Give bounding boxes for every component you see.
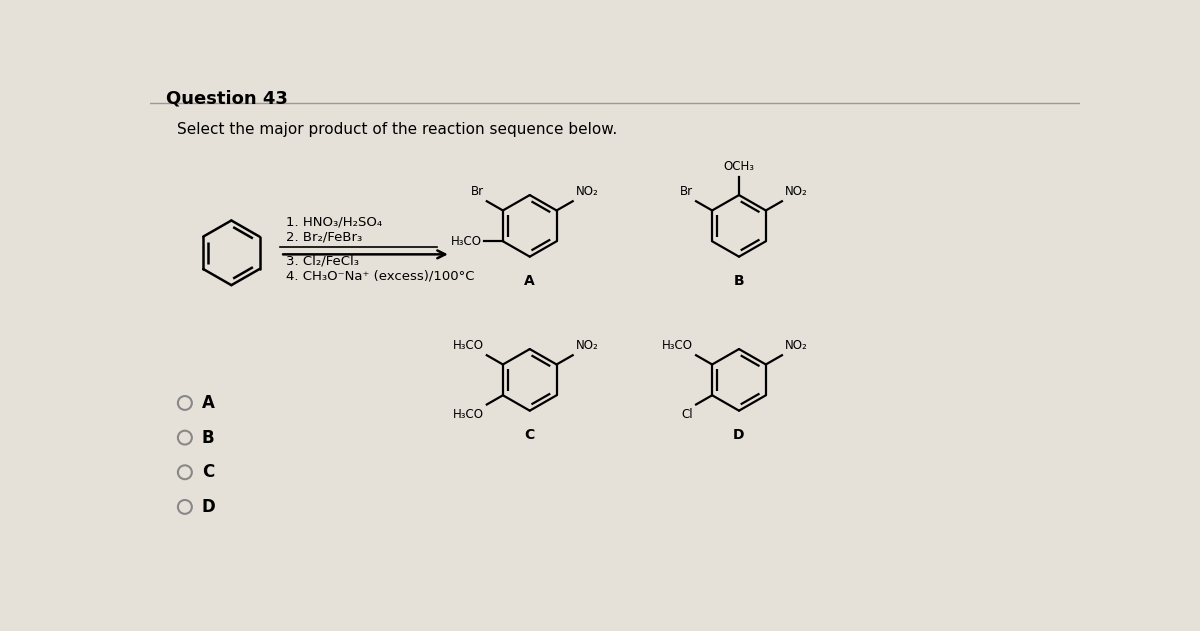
Text: A: A [524,274,535,288]
Text: Select the major product of the reaction sequence below.: Select the major product of the reaction… [178,122,617,137]
Text: Question 43: Question 43 [166,90,287,107]
Text: C: C [202,463,214,481]
Text: 4. CH₃O⁻Na⁺ (excess)/100°C: 4. CH₃O⁻Na⁺ (excess)/100°C [286,269,474,283]
Text: B: B [202,428,215,447]
Text: H₃CO: H₃CO [451,235,482,248]
Text: 2. Br₂/FeBr₃: 2. Br₂/FeBr₃ [286,231,362,244]
Text: D: D [733,428,745,442]
Text: NO₂: NO₂ [576,185,599,198]
Text: A: A [202,394,215,412]
Text: Br: Br [470,185,484,198]
Text: H₃CO: H₃CO [452,339,484,352]
Text: NO₂: NO₂ [576,339,599,352]
Text: OCH₃: OCH₃ [724,160,755,173]
Text: B: B [733,274,744,288]
Text: 1. HNO₃/H₂SO₄: 1. HNO₃/H₂SO₄ [286,216,382,228]
Text: D: D [202,498,216,516]
Text: NO₂: NO₂ [785,185,808,198]
Text: Cl: Cl [682,408,692,421]
Text: C: C [524,428,535,442]
Text: H₃CO: H₃CO [662,339,692,352]
Text: H₃CO: H₃CO [452,408,484,421]
Text: 3. Cl₂/FeCl₃: 3. Cl₂/FeCl₃ [286,254,359,267]
Text: Br: Br [680,185,692,198]
Text: NO₂: NO₂ [785,339,808,352]
